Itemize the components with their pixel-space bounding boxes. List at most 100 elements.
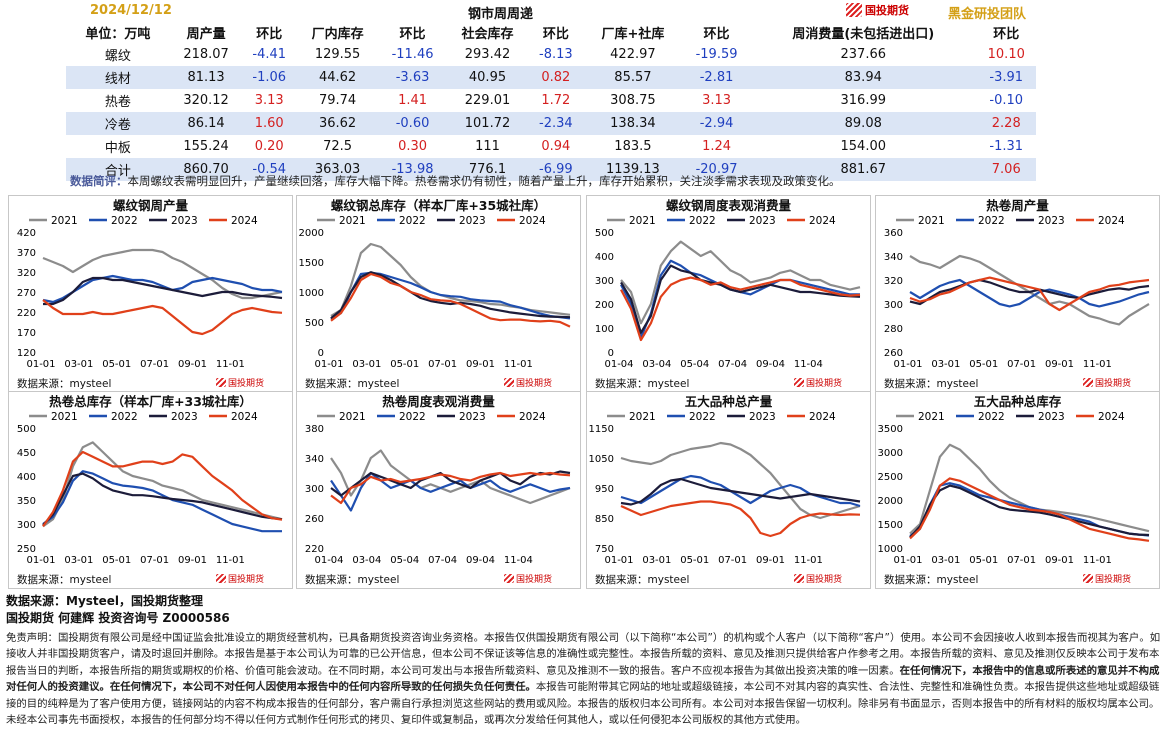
x-tick-label: 11-04 [794, 359, 823, 370]
table-cell: 1.72 [541, 93, 571, 108]
x-tick-label: 09-04 [466, 555, 495, 566]
comment-label: 数据简评： [70, 174, 128, 188]
table-cell: 218.07 [183, 47, 229, 62]
table-cell: 36.62 [296, 112, 380, 135]
legend-label: 2023 [459, 215, 486, 227]
x-tick-label: 09-01 [466, 359, 495, 370]
report-title: 钢市周周递 [468, 7, 534, 22]
series-line-2021 [620, 441, 861, 520]
y-tick-label: 300 [17, 520, 36, 531]
legend-label: 2023 [1038, 215, 1065, 227]
y-tick-label: 1150 [589, 424, 614, 435]
x-tick-label: 09-01 [178, 359, 207, 370]
x-tick-label: 01-01 [314, 359, 343, 370]
y-tick-label: 0 [608, 348, 614, 359]
chart-logo: 国投期货 [216, 376, 264, 389]
table-cell: 89.08 [750, 112, 977, 135]
chart-logo: 国投期货 [1083, 376, 1131, 389]
series-line-2021 [42, 248, 283, 300]
chart-source: 数据来源：mysteel [884, 574, 979, 586]
series-line-2023 [330, 271, 571, 320]
table-cell: 183.5 [614, 139, 652, 154]
x-tick-label: 03-01 [931, 359, 960, 370]
y-tick-label: 1500 [878, 520, 903, 531]
table-cell: -4.41 [252, 47, 287, 62]
table-header: 环比 [976, 22, 1036, 43]
table-cell: -6.99 [529, 158, 583, 181]
table-cell: -20.97 [683, 158, 751, 181]
table-cell: 308.75 [610, 93, 656, 108]
x-tick-label: 03-01 [931, 555, 960, 566]
series-line-2023 [620, 477, 861, 506]
chart-source: 数据来源：mysteel [884, 378, 979, 390]
y-tick-label: 850 [595, 514, 614, 525]
logo-icon [794, 574, 804, 583]
x-tick-label: 11-01 [1083, 555, 1112, 566]
series-line-2022 [42, 470, 282, 533]
row-label: 合计 [66, 158, 170, 181]
x-tick-label: 05-01 [102, 555, 131, 566]
logo-text: 国投期货 [806, 575, 843, 585]
series-line-2023 [43, 276, 283, 306]
table-cell: -0.54 [242, 158, 297, 181]
chart-source: 数据来源：mysteel [595, 574, 690, 586]
data-comment: 数据简评：本周螺纹表需明显回升，产量继续回落，库存大幅下降。热卷需求仍有韧性，随… [70, 173, 841, 189]
x-tick-label: 09-01 [178, 555, 207, 566]
y-tick-label: 220 [17, 308, 36, 319]
legend-label: 2022 [689, 411, 716, 423]
legend-label: 2021 [339, 411, 366, 423]
chart-title: 螺纹钢总库存（样本厂库+35城社库） [330, 198, 547, 213]
team-name: 黑金研投团队 [948, 7, 1027, 22]
series-line-2022 [330, 271, 571, 320]
table-cell: -3.63 [379, 66, 446, 89]
x-tick-label: 05-01 [969, 359, 998, 370]
logo-icon [504, 378, 514, 387]
x-tick-label: 01-01 [893, 359, 922, 370]
logo-text: 国投期货 [516, 575, 553, 585]
table-cell: 1.41 [398, 93, 428, 108]
table-cell: 0.30 [398, 139, 428, 154]
x-tick-label: 05-01 [390, 359, 419, 370]
series-line-2024 [909, 276, 1150, 312]
table-cell: 129.55 [314, 47, 361, 62]
table-cell: 101.72 [446, 112, 530, 135]
table-cell: 72.5 [323, 139, 353, 154]
disclaimer-text-2: 本报告可能附带其它网站的地址或超级链接，本公司不对其内容的真实性、合法性、完整性… [6, 681, 1160, 727]
y-tick-label: 170 [17, 328, 36, 339]
legend-label: 2024 [809, 411, 836, 423]
x-tick-label: 01-01 [26, 359, 55, 370]
table-cell: 86.14 [169, 112, 243, 135]
series-line-2024 [42, 299, 283, 336]
series-line-2021 [330, 449, 571, 505]
y-tick-label: 950 [595, 484, 614, 495]
line-chart: 2021 2022 2023 2024 0 500 1000 1500 2000 01-01 03-… [299, 215, 571, 370]
line-chart: 2021 2022 2023 2024 0 100 200 300 400 500 01-04 03-… [595, 215, 861, 370]
table-cell: 10.10 [987, 47, 1025, 62]
legend-label: 2021 [339, 215, 366, 227]
legend-label: 2021 [918, 411, 945, 423]
chart-title: 螺纹钢周度表观消费量 [665, 198, 791, 213]
legend-label: 2023 [459, 411, 486, 423]
series-line-2022 [620, 259, 860, 339]
table-header: 单位：万吨 [66, 22, 170, 43]
table-cell: -2.94 [683, 112, 751, 135]
line-chart: 2021 2022 2023 2024 1000 1500 2000 2500 3000 3500… [878, 411, 1150, 566]
table-cell: 155.24 [183, 139, 229, 154]
legend-label: 2022 [978, 411, 1005, 423]
row-label: 螺纹 [104, 49, 131, 64]
legend-label: 2021 [918, 215, 945, 227]
table-row: 合计 860.70 -0.54 363.03 -13.98 776.1 -6.99 1139.… [66, 158, 1036, 181]
logo-icon [216, 378, 226, 387]
table-cell: 111 [475, 139, 500, 154]
table-header: 环比 [683, 22, 751, 43]
row-label: 冷卷 [66, 112, 170, 135]
table-cell: 363.03 [296, 158, 380, 181]
y-tick-label: 0 [318, 348, 324, 359]
x-tick-label: 07-01 [1007, 555, 1036, 566]
table-cell: 0.94 [541, 139, 571, 154]
table-cell: 7.06 [976, 158, 1036, 181]
table-cell: 0.82 [529, 66, 583, 89]
chart-source: 数据来源：mysteel [305, 378, 400, 390]
table-cell: 40.95 [446, 66, 530, 89]
x-tick-label: 01-01 [893, 555, 922, 566]
